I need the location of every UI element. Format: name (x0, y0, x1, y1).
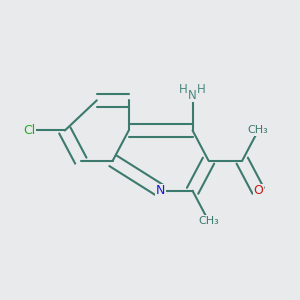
Text: N: N (188, 88, 197, 101)
Text: N: N (156, 184, 165, 197)
Text: CH₃: CH₃ (248, 125, 268, 136)
Text: CH₃: CH₃ (198, 216, 219, 226)
Text: H: H (179, 83, 188, 96)
Text: Cl: Cl (23, 124, 35, 137)
Text: O: O (253, 184, 263, 197)
Text: H: H (197, 83, 206, 96)
